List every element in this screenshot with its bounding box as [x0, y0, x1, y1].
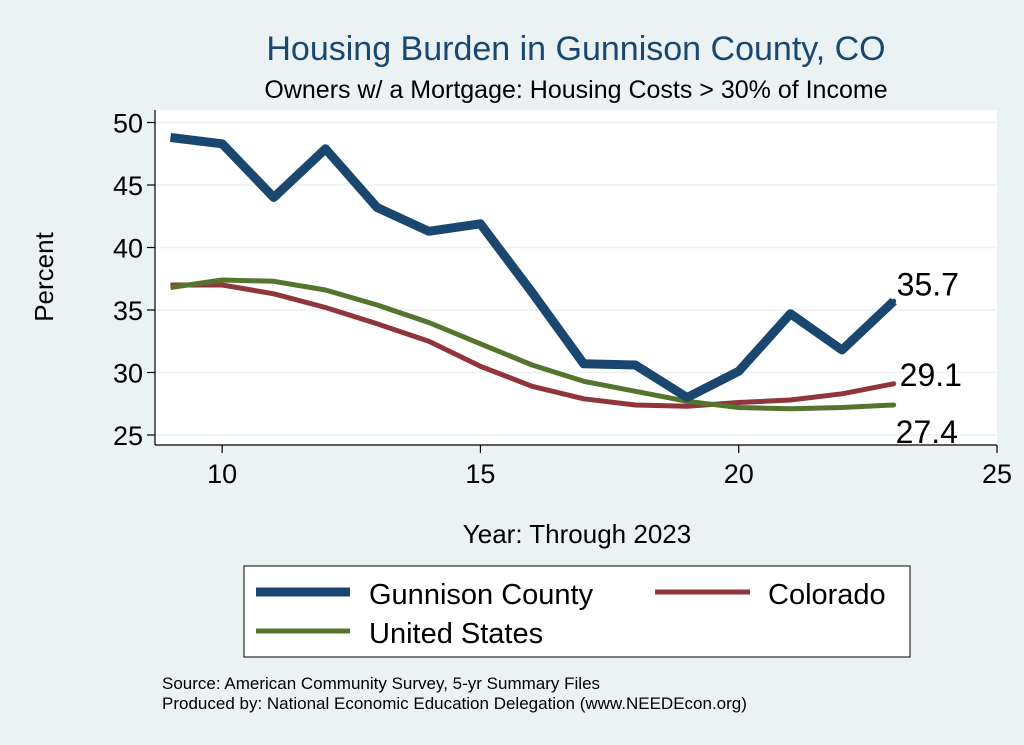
end-point-marker — [891, 298, 897, 304]
legend-label: Colorado — [768, 579, 886, 611]
legend: Gunnison County Colorado United States — [256, 579, 886, 650]
y-axis-label: Percent — [29, 231, 59, 321]
end-value-label: 29.1 — [900, 357, 962, 393]
y-tick-label: 45 — [113, 171, 143, 201]
series-lines — [169, 133, 897, 412]
axes: 25 30 35 40 45 50 10 15 20 25 — [113, 109, 1012, 490]
x-tick-label: 20 — [724, 459, 754, 489]
legend-box — [243, 565, 911, 658]
series-line-united-states — [170, 277, 894, 412]
x-tick-label: 25 — [982, 459, 1012, 489]
y-tick-label: 40 — [113, 234, 143, 264]
produced-by-note: Produced by: National Economic Education… — [162, 694, 747, 713]
y-tick-label: 30 — [113, 359, 143, 389]
y-tick-label: 25 — [113, 421, 143, 451]
end-point-marker — [891, 381, 897, 387]
end-point-marker — [891, 402, 897, 408]
gridlines — [155, 121, 997, 436]
legend-label: Gunnison County — [369, 579, 594, 611]
series-line-colorado — [170, 282, 895, 409]
end-labels: 35.7 29.1 27.4 — [891, 266, 962, 450]
legend-label: United States — [369, 618, 543, 650]
end-value-label: 27.4 — [896, 414, 958, 450]
y-tick-label: 50 — [113, 109, 143, 139]
x-tick-label: 15 — [465, 459, 495, 489]
chart-subtitle: Owners w/ a Mortgage: Housing Costs > 30… — [264, 76, 887, 104]
x-axis-label: Year: Through 2023 — [463, 519, 691, 549]
x-tick-label: 10 — [207, 459, 237, 489]
chart-title: Housing Burden in Gunnison County, CO — [266, 30, 885, 68]
y-tick-label: 35 — [113, 296, 143, 326]
source-note: Source: American Community Survey, 5-yr … — [162, 674, 600, 693]
end-value-label: 35.7 — [897, 266, 959, 302]
series-line-gunnison-county — [169, 133, 897, 402]
